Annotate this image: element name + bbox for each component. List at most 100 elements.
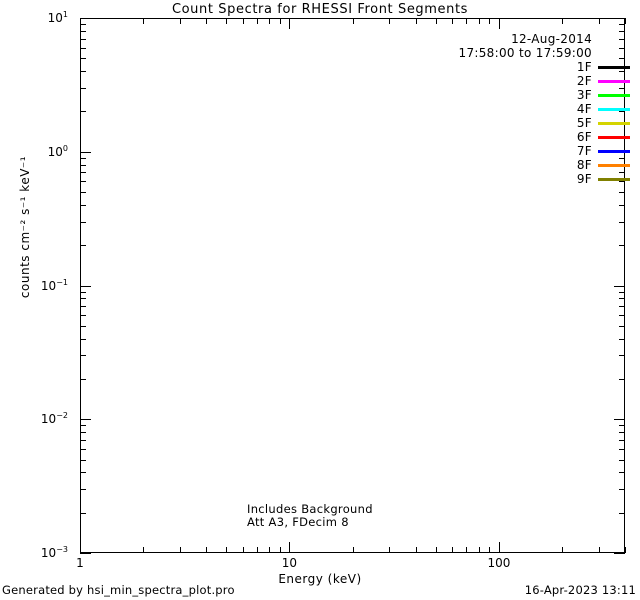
legend-item-label: 6F (576, 130, 592, 144)
legend-item-label: 2F (576, 74, 592, 88)
y-tick (80, 192, 86, 193)
legend-item-7f[interactable]: 7F (440, 144, 630, 158)
y-tick (619, 181, 625, 183)
y-tick (619, 71, 625, 73)
y-tick (619, 291, 625, 293)
x-tick (257, 547, 258, 553)
legend-item-9f[interactable]: 9F (440, 172, 630, 186)
x-tick (143, 547, 145, 553)
y-tick (80, 425, 86, 427)
x-tick (80, 542, 81, 553)
y-tick (619, 192, 625, 193)
y-tick (80, 489, 86, 491)
y-tick-label: 101 (47, 10, 68, 26)
y-tick (619, 298, 625, 300)
y-tick (614, 285, 625, 287)
x-tick (478, 18, 480, 24)
legend-item-4f[interactable]: 4F (440, 102, 630, 116)
legend-color-swatch (598, 65, 630, 69)
y-tick (80, 164, 86, 166)
legend-item-3f[interactable]: 3F (440, 88, 630, 102)
legend-color-swatch (598, 135, 630, 139)
x-axis-tick-labels: 1 10 100 (76, 556, 625, 574)
y-tick (614, 553, 625, 554)
legend-item-1f[interactable]: 1F (440, 60, 630, 74)
legend-color-swatch (598, 79, 630, 83)
y-tick (80, 338, 86, 340)
x-tick (561, 18, 563, 24)
y-tick (80, 151, 91, 153)
y-tick-label: 100 (47, 143, 68, 159)
y-tick (80, 306, 86, 308)
y-tick (80, 18, 91, 19)
y-tick (80, 553, 91, 554)
y-tick (80, 181, 86, 183)
x-tick (242, 547, 244, 553)
legend: 12-Aug-2014 17:58:00 to 17:59:00 1F 2F 3F 4… (440, 32, 630, 186)
x-tick (452, 18, 454, 24)
legend-item-label: 3F (576, 88, 592, 102)
x-tick (226, 18, 228, 24)
y-tick (80, 472, 86, 474)
y-tick (80, 157, 86, 159)
y-axis-tick-labels: 101 100 10−1 10−2 10−3 (0, 11, 76, 561)
y-tick-label: 10−3 (40, 545, 68, 561)
x-tick (415, 547, 417, 553)
y-tick (619, 47, 625, 49)
plot-annotation: Includes Background Att A3, FDecim 8 (247, 503, 373, 529)
y-axis-ticks (80, 18, 625, 554)
x-tick (625, 547, 626, 553)
x-tick (257, 18, 258, 24)
y-tick (619, 425, 625, 427)
footer-generated-by: Generated by hsi_min_spectra_plot.pro (2, 583, 235, 597)
y-tick (80, 111, 86, 113)
x-tick (206, 547, 208, 553)
legend-color-swatch (598, 93, 630, 97)
y-tick (80, 512, 86, 514)
x-tick (242, 18, 244, 24)
x-tick (598, 547, 600, 553)
legend-item-8f[interactable]: 8F (440, 158, 630, 172)
legend-date: 12-Aug-2014 (511, 32, 592, 46)
y-tick-label: 10−1 (40, 277, 68, 293)
x-tick (415, 18, 417, 24)
x-tick (80, 18, 81, 29)
x-tick (498, 18, 500, 29)
y-tick (80, 58, 86, 60)
legend-item-6f[interactable]: 6F (440, 130, 630, 144)
x-tick (226, 547, 228, 553)
y-tick (80, 30, 86, 32)
x-tick (289, 542, 291, 553)
legend-item-label: 4F (576, 102, 592, 116)
x-tick (143, 18, 145, 24)
y-tick (619, 58, 625, 60)
legend-entries: 1F 2F 3F 4F 5F 6F 7F 8F 9F (440, 60, 630, 186)
page-title: Count Spectra for RHESSI Front Segments (171, 2, 469, 17)
x-tick (389, 547, 391, 553)
x-tick (435, 18, 437, 24)
y-tick (619, 245, 625, 247)
y-tick (80, 439, 86, 441)
y-tick (619, 306, 625, 308)
y-tick (619, 172, 625, 174)
x-tick (478, 547, 480, 553)
legend-item-5f[interactable]: 5F (440, 116, 630, 130)
y-tick (80, 355, 86, 357)
y-tick (80, 419, 91, 421)
x-tick-label: 10 (281, 556, 298, 570)
y-axis-title: counts cm⁻² s⁻¹ keV⁻¹ (18, 155, 32, 299)
y-tick (619, 472, 625, 474)
legend-time-range: 17:58:00 to 17:59:00 (458, 46, 592, 60)
y-tick (80, 71, 86, 73)
x-tick (279, 547, 281, 553)
legend-color-swatch (598, 177, 630, 181)
x-tick (179, 547, 181, 553)
x-axis-ticks (80, 18, 626, 553)
legend-item-2f[interactable]: 2F (440, 74, 630, 88)
y-tick (80, 47, 86, 49)
x-tick (466, 18, 468, 24)
x-tick (269, 547, 271, 553)
plot-frame (80, 18, 625, 553)
y-tick (619, 87, 625, 89)
y-tick (619, 204, 625, 206)
